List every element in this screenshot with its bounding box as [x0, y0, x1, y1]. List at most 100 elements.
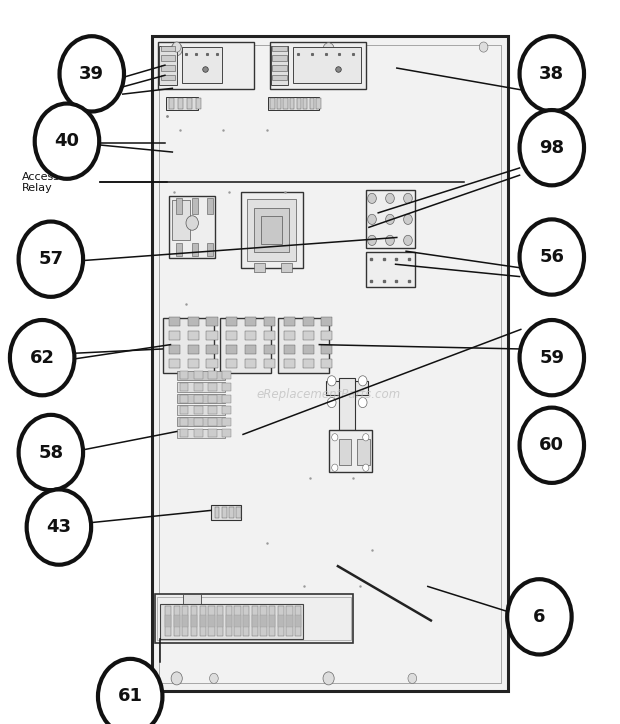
- Bar: [269, 615, 275, 627]
- Circle shape: [332, 434, 338, 441]
- Bar: [278, 318, 329, 373]
- Bar: [252, 615, 258, 627]
- Bar: [152, 36, 508, 691]
- Bar: [321, 317, 332, 326]
- Bar: [194, 406, 203, 414]
- Text: 98: 98: [539, 139, 564, 156]
- Bar: [226, 317, 237, 326]
- Bar: [177, 405, 225, 415]
- Bar: [272, 55, 287, 61]
- Bar: [286, 606, 293, 636]
- Circle shape: [332, 464, 338, 471]
- Bar: [177, 371, 225, 380]
- Circle shape: [507, 579, 572, 654]
- Bar: [284, 317, 295, 326]
- Bar: [264, 345, 275, 354]
- Bar: [272, 75, 287, 80]
- Bar: [303, 359, 314, 368]
- Bar: [357, 439, 370, 465]
- Bar: [243, 615, 249, 627]
- Bar: [229, 507, 234, 518]
- Bar: [182, 615, 188, 627]
- Bar: [303, 98, 308, 109]
- Bar: [177, 429, 225, 438]
- Bar: [161, 46, 175, 51]
- Bar: [169, 359, 180, 368]
- Bar: [187, 98, 192, 109]
- Bar: [207, 243, 213, 256]
- Bar: [303, 317, 314, 326]
- Circle shape: [386, 235, 394, 245]
- Bar: [226, 345, 237, 354]
- Bar: [270, 98, 275, 109]
- Text: 38: 38: [539, 65, 564, 83]
- Circle shape: [327, 397, 336, 408]
- Circle shape: [323, 43, 334, 56]
- Bar: [222, 429, 231, 437]
- Bar: [208, 606, 215, 636]
- Bar: [316, 98, 321, 109]
- Text: 61: 61: [118, 688, 143, 705]
- Bar: [188, 345, 199, 354]
- Bar: [295, 615, 301, 627]
- Circle shape: [520, 36, 584, 111]
- Circle shape: [368, 193, 376, 203]
- Bar: [234, 615, 241, 627]
- Bar: [366, 252, 415, 287]
- Bar: [165, 615, 171, 627]
- Bar: [277, 98, 281, 109]
- Bar: [284, 331, 295, 340]
- Circle shape: [404, 214, 412, 224]
- Bar: [290, 98, 294, 109]
- Bar: [180, 418, 188, 426]
- Bar: [366, 190, 415, 248]
- Bar: [182, 47, 222, 83]
- Circle shape: [60, 36, 124, 111]
- Bar: [165, 606, 171, 636]
- Bar: [188, 359, 199, 368]
- Bar: [268, 97, 319, 110]
- Bar: [208, 371, 216, 379]
- Bar: [159, 45, 501, 683]
- Bar: [283, 98, 288, 109]
- Bar: [208, 418, 216, 426]
- Bar: [157, 597, 351, 640]
- Bar: [272, 46, 287, 51]
- Bar: [254, 208, 289, 252]
- Bar: [286, 615, 293, 627]
- Circle shape: [19, 222, 83, 297]
- Bar: [245, 345, 256, 354]
- Text: 40: 40: [55, 132, 79, 150]
- Bar: [194, 429, 203, 437]
- Bar: [295, 606, 301, 636]
- Circle shape: [520, 408, 584, 483]
- Text: 60: 60: [539, 437, 564, 454]
- Bar: [178, 98, 183, 109]
- Text: 57: 57: [38, 251, 63, 268]
- Bar: [339, 439, 351, 465]
- Bar: [281, 263, 292, 272]
- Bar: [180, 371, 188, 379]
- Circle shape: [358, 397, 367, 408]
- Bar: [188, 331, 199, 340]
- Bar: [208, 429, 216, 437]
- Bar: [194, 418, 203, 426]
- Bar: [293, 47, 361, 83]
- Bar: [321, 345, 332, 354]
- Bar: [177, 394, 225, 403]
- Bar: [161, 55, 175, 61]
- Bar: [194, 371, 203, 379]
- Bar: [226, 331, 237, 340]
- Circle shape: [10, 320, 74, 395]
- Circle shape: [408, 673, 417, 683]
- Bar: [192, 243, 198, 256]
- Bar: [264, 331, 275, 340]
- Bar: [261, 216, 282, 244]
- Bar: [155, 594, 353, 643]
- Bar: [160, 604, 303, 639]
- Bar: [241, 192, 303, 268]
- Circle shape: [19, 415, 83, 490]
- Text: 39: 39: [79, 65, 104, 83]
- Text: 58: 58: [38, 444, 63, 461]
- Circle shape: [172, 42, 181, 52]
